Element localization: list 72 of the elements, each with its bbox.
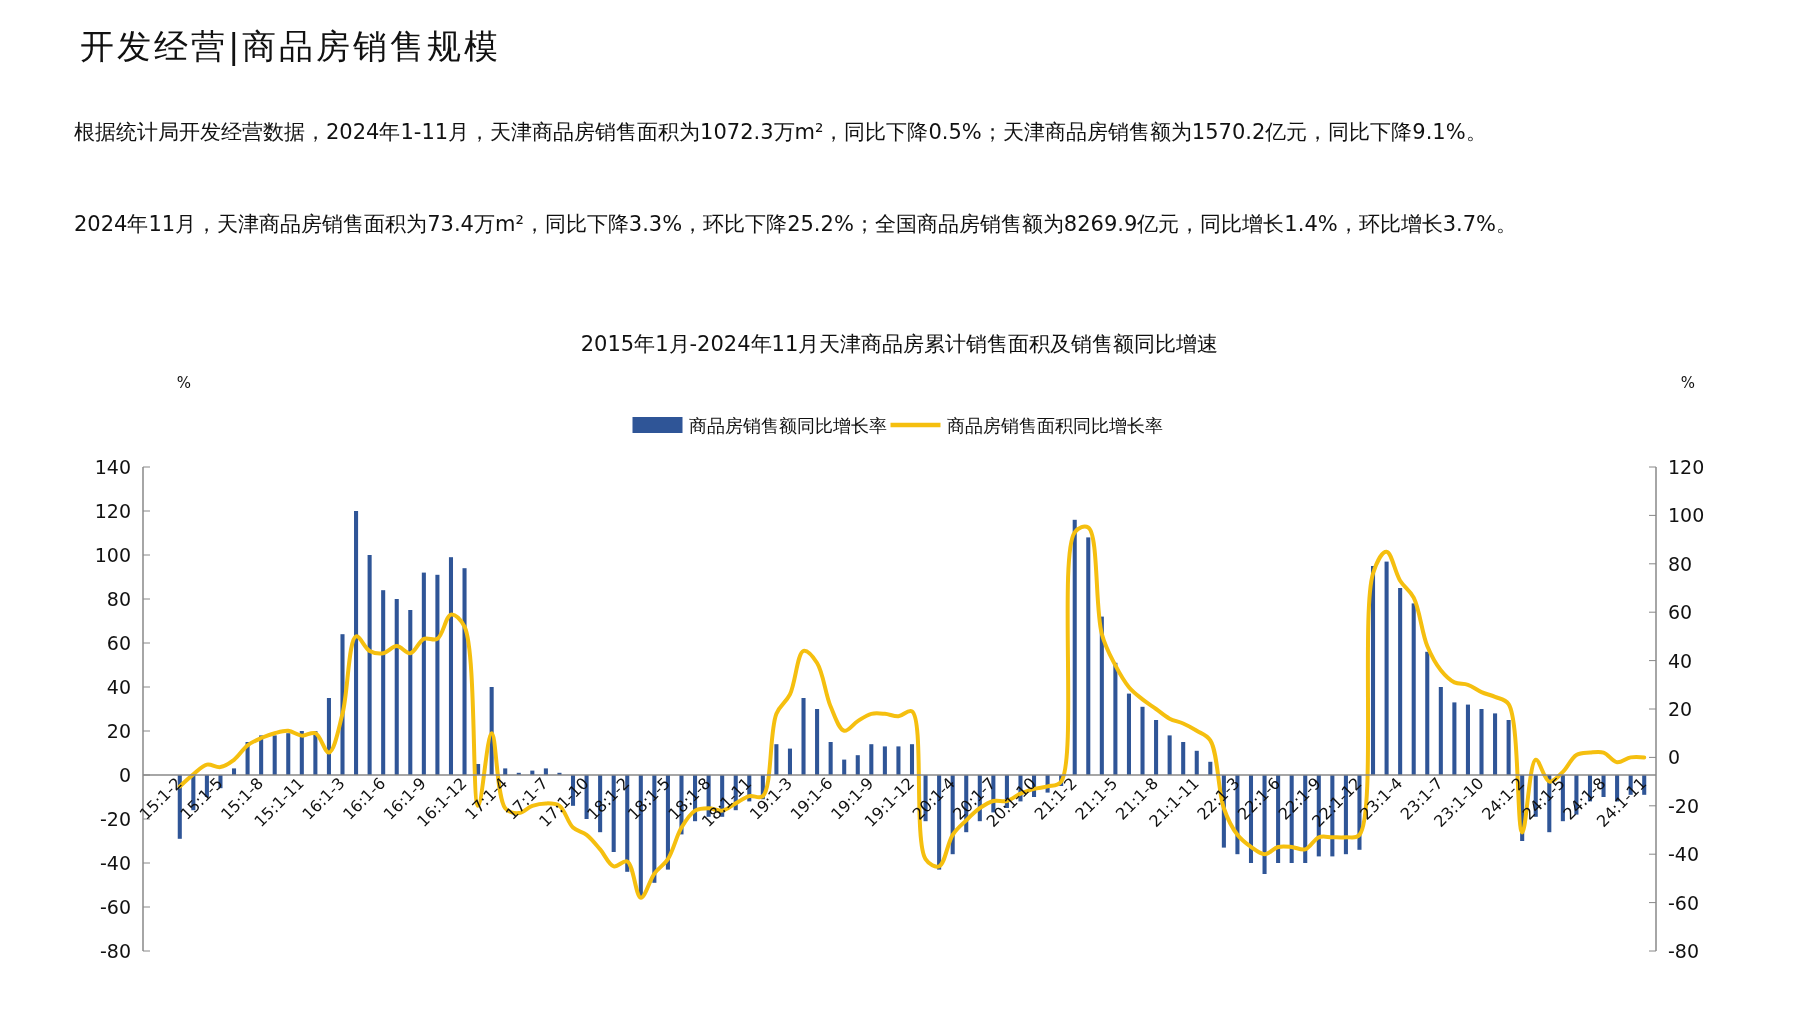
y-tick-label: -80 bbox=[99, 940, 131, 962]
bar bbox=[1072, 519, 1077, 775]
bar bbox=[1452, 702, 1457, 775]
bar bbox=[869, 744, 874, 775]
bar bbox=[1411, 603, 1416, 775]
bar bbox=[815, 709, 820, 775]
bar bbox=[1181, 742, 1186, 775]
bar bbox=[421, 572, 426, 775]
y-axis-title: % bbox=[176, 374, 192, 392]
y-tick-label: 140 bbox=[94, 456, 131, 478]
bar bbox=[828, 742, 833, 775]
legend-label: 商品房销售额同比增长率 bbox=[688, 415, 887, 436]
bar bbox=[448, 557, 454, 775]
bar bbox=[1126, 693, 1131, 775]
bar bbox=[286, 733, 291, 775]
bar bbox=[1194, 750, 1199, 775]
bar bbox=[1370, 566, 1376, 775]
y2-tick-label: -20 bbox=[1668, 794, 1700, 817]
y-tick-label: 60 bbox=[106, 632, 131, 654]
y-tick-label: -60 bbox=[99, 896, 131, 918]
y-tick-label: 100 bbox=[94, 544, 131, 566]
bar bbox=[326, 698, 331, 775]
y2-axis-title: % bbox=[1680, 374, 1696, 392]
y2-tick-label: -80 bbox=[1668, 940, 1700, 962]
bar bbox=[855, 755, 860, 775]
bar bbox=[1425, 651, 1430, 775]
bar bbox=[896, 746, 901, 775]
bar bbox=[1506, 720, 1511, 775]
y2-tick-label: 100 bbox=[1668, 504, 1705, 527]
bar bbox=[394, 599, 399, 775]
bar bbox=[1086, 537, 1091, 775]
y-tick-label: 120 bbox=[94, 500, 131, 522]
bar bbox=[367, 555, 372, 775]
chart-title: 2015年1月-2024年11月天津商品房累计销售面积及销售额同比增速 bbox=[580, 332, 1219, 356]
bar bbox=[909, 744, 915, 775]
bar bbox=[462, 568, 467, 775]
y2-tick-label: 40 bbox=[1668, 649, 1693, 672]
bar bbox=[1140, 706, 1145, 775]
text: 2024年11月，天津商品房销售面积为73.4万m²，同比下降3.3%，环比下降25.2%；全国商品房销售额为8269.9亿元，同比增长1.4%，环比增长3.7%。 bbox=[74, 211, 1519, 238]
bar bbox=[381, 590, 386, 775]
y-tick-label: 0 bbox=[118, 764, 131, 786]
bar bbox=[1438, 687, 1443, 775]
y2-tick-label: -40 bbox=[1668, 843, 1700, 866]
bar bbox=[1154, 720, 1159, 775]
bar bbox=[882, 746, 887, 775]
bar bbox=[1384, 561, 1389, 775]
bar bbox=[408, 610, 413, 775]
text: 开发经营|商品房销售规模 bbox=[80, 25, 502, 68]
y2-tick-label: 80 bbox=[1668, 552, 1693, 575]
legend-label: 商品房销售面积同比增长率 bbox=[946, 415, 1163, 436]
bar bbox=[1167, 735, 1172, 775]
bar bbox=[354, 511, 359, 775]
bar bbox=[1493, 713, 1498, 775]
y-tick-label: 40 bbox=[106, 676, 131, 698]
bar bbox=[787, 748, 792, 775]
y2-tick-label: -60 bbox=[1668, 891, 1700, 914]
y-tick-label: -40 bbox=[99, 852, 131, 874]
text: 根据统计局开发经营数据，2024年1-11月，天津商品房销售面积为1072.3万m²，同比下降0.5%；天津商品房销售额为1570.2亿元，同比下降9.1%。 bbox=[74, 119, 1488, 146]
bar bbox=[272, 735, 277, 775]
bar bbox=[435, 574, 440, 775]
y2-tick-label: 20 bbox=[1668, 698, 1693, 720]
bar bbox=[1479, 709, 1484, 775]
y-tick-label: 20 bbox=[106, 720, 131, 742]
y2-tick-label: 120 bbox=[1668, 456, 1705, 478]
bar bbox=[1465, 704, 1470, 775]
y-tick-label: -20 bbox=[99, 808, 131, 830]
y2-tick-label: 60 bbox=[1668, 601, 1693, 624]
y-tick-label: 80 bbox=[106, 588, 131, 610]
y2-tick-label: 0 bbox=[1668, 746, 1681, 769]
bar bbox=[774, 744, 779, 775]
bar bbox=[1398, 588, 1403, 775]
bar bbox=[801, 698, 806, 775]
